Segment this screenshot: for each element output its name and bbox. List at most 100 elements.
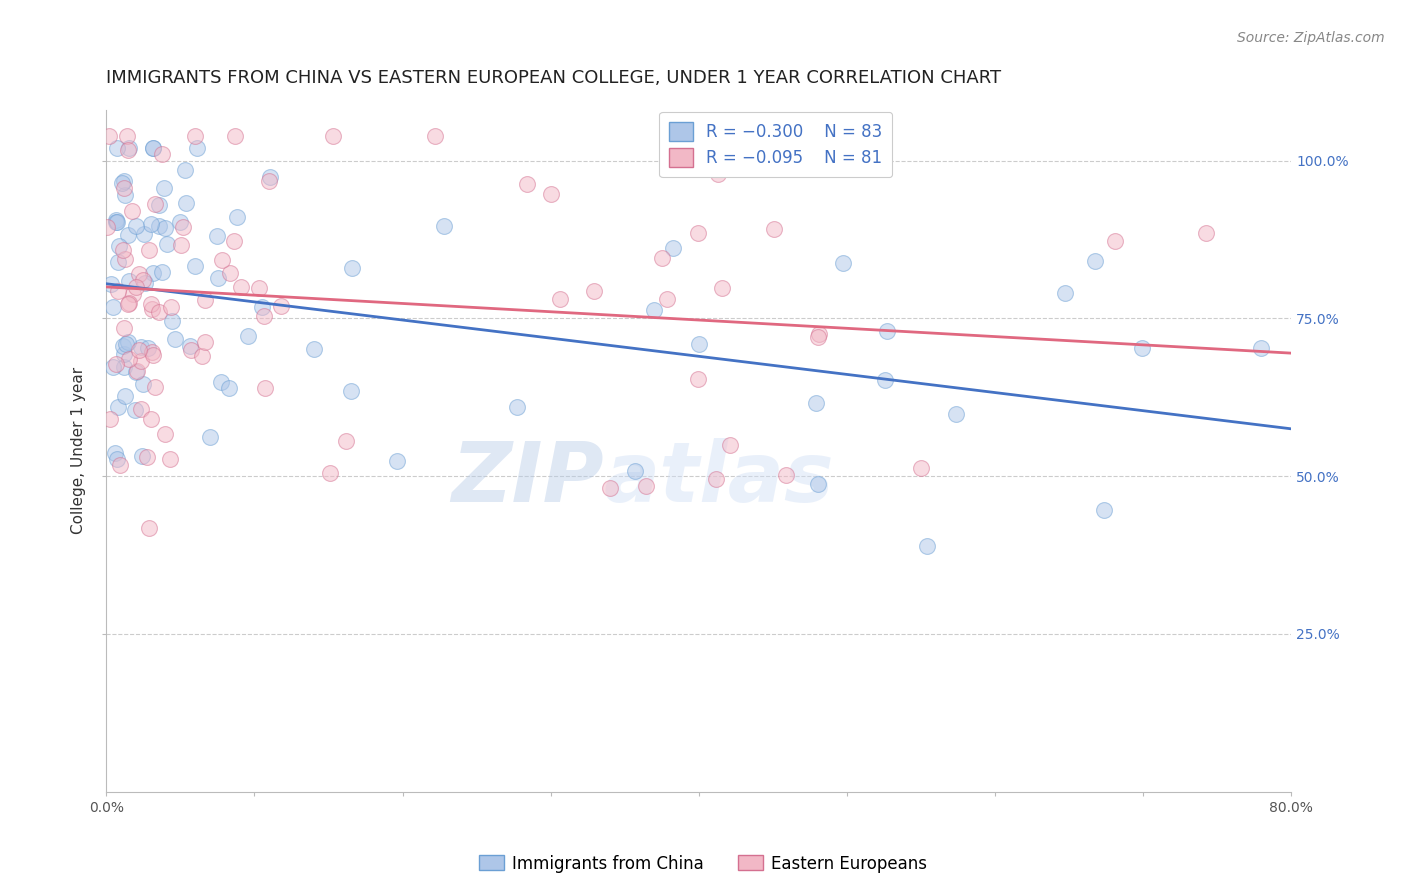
- Point: [132, 377, 155, 392]
- Point: [101, 300, 124, 314]
- Point: [139, 217, 162, 231]
- Point: [107, 284, 129, 298]
- Point: [136, 450, 159, 465]
- Point: [910, 461, 932, 475]
- Point: [139, 412, 162, 426]
- Point: [1195, 226, 1218, 240]
- Point: [873, 373, 896, 387]
- Point: [117, 335, 139, 350]
- Point: [876, 324, 898, 338]
- Point: [229, 280, 252, 294]
- Point: [657, 293, 679, 307]
- Point: [112, 359, 135, 374]
- Point: [117, 227, 139, 242]
- Point: [141, 345, 163, 359]
- Point: [583, 284, 606, 298]
- Point: [247, 281, 270, 295]
- Point: [194, 334, 217, 349]
- Point: [124, 219, 146, 233]
- Point: [183, 128, 205, 143]
- Point: [704, 471, 727, 485]
- Point: [100, 277, 122, 291]
- Point: [160, 301, 183, 315]
- Point: [661, 241, 683, 255]
- Point: [104, 446, 127, 460]
- Point: [506, 401, 529, 415]
- Point: [254, 381, 277, 395]
- Point: [125, 364, 148, 378]
- Point: [105, 357, 128, 371]
- Point: [160, 314, 183, 328]
- Point: [104, 215, 127, 229]
- Point: [643, 303, 665, 318]
- Point: [516, 178, 538, 192]
- Point: [238, 328, 260, 343]
- Point: [762, 221, 785, 235]
- Point: [142, 141, 165, 155]
- Point: [222, 235, 245, 249]
- Point: [425, 128, 447, 143]
- Point: [131, 449, 153, 463]
- Point: [139, 297, 162, 311]
- Point: [548, 292, 571, 306]
- Point: [111, 339, 134, 353]
- Point: [804, 395, 827, 409]
- Point: [170, 238, 193, 252]
- Point: [107, 401, 129, 415]
- Y-axis label: College, Under 1 year: College, Under 1 year: [72, 368, 86, 534]
- Point: [112, 243, 135, 257]
- Point: [105, 141, 128, 155]
- Point: [105, 215, 128, 229]
- Point: [142, 266, 165, 280]
- Point: [124, 402, 146, 417]
- Point: [108, 238, 131, 252]
- Point: [159, 451, 181, 466]
- Point: [112, 181, 135, 195]
- Point: [807, 327, 830, 342]
- Point: [153, 220, 176, 235]
- Point: [1053, 286, 1076, 301]
- Point: [180, 343, 202, 357]
- Point: [198, 430, 221, 444]
- Text: Source: ZipAtlas.com: Source: ZipAtlas.com: [1237, 31, 1385, 45]
- Legend: Immigrants from China, Eastern Europeans: Immigrants from China, Eastern Europeans: [472, 848, 934, 880]
- Point: [174, 196, 197, 211]
- Point: [172, 219, 194, 234]
- Point: [688, 226, 710, 240]
- Point: [624, 464, 647, 478]
- Point: [218, 381, 240, 395]
- Point: [711, 281, 734, 295]
- Point: [114, 174, 136, 188]
- Point: [945, 407, 967, 421]
- Point: [153, 181, 176, 195]
- Point: [692, 158, 714, 172]
- Point: [118, 141, 141, 155]
- Point: [114, 389, 136, 403]
- Point: [118, 274, 141, 288]
- Point: [707, 168, 730, 182]
- Point: [138, 521, 160, 535]
- Point: [129, 354, 152, 368]
- Point: [150, 264, 173, 278]
- Point: [1250, 341, 1272, 355]
- Point: [335, 434, 357, 449]
- Point: [322, 128, 344, 143]
- Point: [132, 227, 155, 241]
- Point: [112, 321, 135, 335]
- Point: [114, 252, 136, 266]
- Point: [148, 197, 170, 211]
- Point: [101, 359, 124, 374]
- Point: [128, 343, 150, 358]
- Point: [191, 349, 214, 363]
- Point: [142, 141, 165, 155]
- Point: [194, 293, 217, 307]
- Point: [831, 255, 853, 269]
- Point: [124, 365, 146, 379]
- Point: [688, 336, 710, 351]
- Point: [636, 479, 658, 493]
- Point: [96, 219, 118, 234]
- Point: [148, 219, 170, 234]
- Point: [225, 210, 247, 224]
- Point: [540, 187, 562, 202]
- Point: [121, 203, 143, 218]
